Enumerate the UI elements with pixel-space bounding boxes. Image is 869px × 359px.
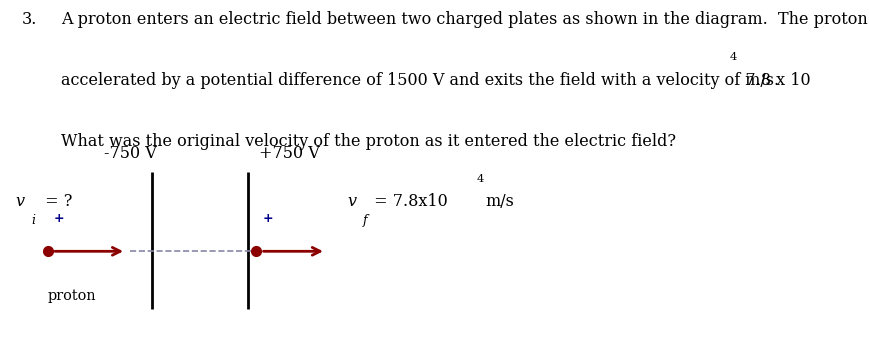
Text: -750 V: -750 V — [104, 145, 157, 162]
Text: = ?: = ? — [40, 192, 72, 210]
Text: v: v — [16, 192, 24, 210]
Text: 3.: 3. — [22, 11, 37, 28]
Text: +750 V: +750 V — [259, 145, 320, 162]
Text: = 7.8x10: = 7.8x10 — [369, 192, 448, 210]
Text: A proton enters an electric field between two charged plates as shown in the dia: A proton enters an electric field betwee… — [61, 11, 869, 28]
Text: 4: 4 — [476, 174, 483, 185]
Text: +: + — [54, 213, 64, 225]
Text: m/s: m/s — [485, 192, 514, 210]
Text: i: i — [31, 214, 36, 227]
Text: 4: 4 — [730, 52, 737, 62]
Text: v: v — [348, 192, 356, 210]
Text: m/s.: m/s. — [740, 72, 779, 89]
Text: f: f — [363, 214, 368, 227]
Text: +: + — [262, 213, 273, 225]
Text: proton: proton — [48, 289, 96, 303]
Text: accelerated by a potential difference of 1500 V and exits the field with a veloc: accelerated by a potential difference of… — [61, 72, 811, 89]
Text: What was the original velocity of the proton as it entered the electric field?: What was the original velocity of the pr… — [61, 133, 676, 150]
